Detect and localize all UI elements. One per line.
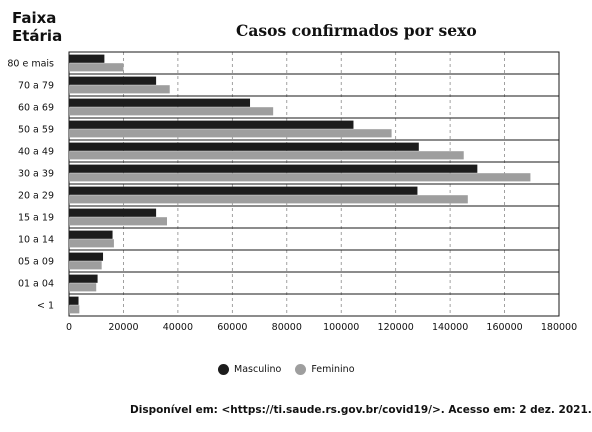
y-tick-label: 70 a 79 bbox=[18, 81, 54, 92]
x-tick-label: 160000 bbox=[486, 322, 522, 333]
source-citation: Disponível em: <https://ti.saude.rs.gov.… bbox=[130, 404, 592, 416]
legend-swatch-feminino bbox=[295, 364, 307, 375]
bar-feminino-6 bbox=[69, 173, 531, 182]
bar-feminino-11 bbox=[69, 283, 97, 292]
x-tick-label: 140000 bbox=[432, 322, 468, 333]
plot-frame bbox=[68, 51, 560, 317]
bar-masculino-1 bbox=[69, 54, 105, 63]
y-tick-label: 20 a 29 bbox=[18, 191, 54, 202]
legend-item-masculino: Masculino bbox=[218, 364, 281, 375]
y-tick-label: 10 a 14 bbox=[18, 235, 54, 246]
bar-feminino-12 bbox=[69, 305, 80, 314]
bar-masculino-8 bbox=[69, 208, 157, 217]
bar-masculino-11 bbox=[69, 274, 98, 283]
y-tick-label: 15 a 19 bbox=[18, 213, 54, 224]
x-tick-label: 60000 bbox=[217, 322, 247, 333]
x-tick-label: 180000 bbox=[541, 322, 577, 333]
x-tick-label: 100000 bbox=[323, 322, 359, 333]
x-tick-label: 0 bbox=[66, 322, 72, 333]
y-tick-label: 80 e mais bbox=[7, 59, 54, 70]
y-axis-title-line2: Etária bbox=[12, 27, 63, 45]
bar-masculino-6 bbox=[69, 164, 478, 173]
bar-feminino-7 bbox=[69, 195, 468, 204]
y-axis-title-line1: Faixa bbox=[12, 9, 57, 27]
bar-masculino-4 bbox=[69, 120, 354, 129]
x-tick-label: 120000 bbox=[378, 322, 414, 333]
x-tick-label: 20000 bbox=[108, 322, 138, 333]
chart-title: Casos confirmados por sexo bbox=[236, 21, 477, 40]
bar-feminino-9 bbox=[69, 239, 114, 248]
bar-masculino-3 bbox=[69, 98, 251, 107]
bar-feminino-4 bbox=[69, 129, 392, 138]
y-tick-label: 05 a 09 bbox=[18, 257, 54, 268]
bar-masculino-7 bbox=[69, 186, 418, 195]
x-tick-label: 80000 bbox=[272, 322, 302, 333]
legend-swatch-masculino bbox=[218, 364, 229, 375]
bar-masculino-2 bbox=[69, 76, 157, 85]
legend: Masculino Feminino bbox=[218, 364, 365, 375]
y-tick-label: 60 a 69 bbox=[18, 103, 54, 114]
y-tick-label: 50 a 59 bbox=[18, 125, 54, 136]
y-tick-label: 30 a 39 bbox=[18, 169, 54, 180]
bar-masculino-12 bbox=[69, 296, 79, 305]
legend-item-feminino: Feminino bbox=[295, 364, 355, 375]
bar-masculino-5 bbox=[69, 142, 419, 151]
bar-feminino-3 bbox=[69, 107, 274, 116]
y-tick-label: 40 a 49 bbox=[18, 147, 54, 158]
bar-feminino-10 bbox=[69, 261, 102, 270]
x-tick-label: 40000 bbox=[163, 322, 193, 333]
bar-masculino-10 bbox=[69, 252, 104, 261]
legend-label-feminino: Feminino bbox=[311, 364, 355, 375]
bar-feminino-5 bbox=[69, 151, 464, 160]
bar-masculino-9 bbox=[69, 230, 113, 239]
bar-feminino-8 bbox=[69, 217, 167, 226]
y-tick-label: 01 a 04 bbox=[18, 279, 54, 290]
bar-feminino-2 bbox=[69, 85, 170, 94]
y-axis-title: Faixa Etária bbox=[12, 9, 62, 45]
y-tick-label: < 1 bbox=[37, 301, 54, 312]
legend-label-masculino: Masculino bbox=[234, 364, 282, 375]
bar-feminino-1 bbox=[69, 63, 124, 72]
